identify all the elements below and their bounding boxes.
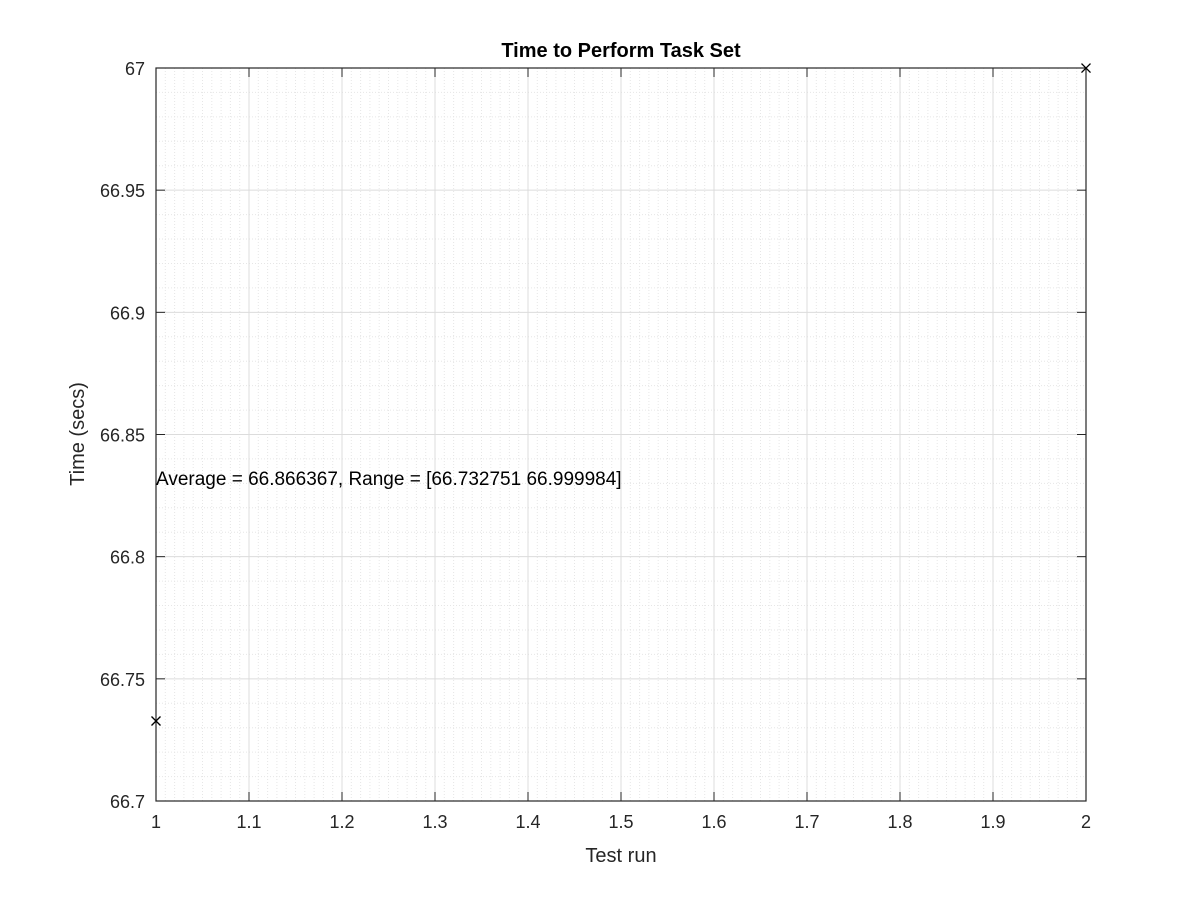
y-tick-label: 67 <box>125 59 145 79</box>
annotation-text: Average = 66.866367, Range = [66.732751 … <box>156 469 622 490</box>
x-tick-label: 1.2 <box>329 812 354 832</box>
y-tick-label: 66.85 <box>100 426 145 446</box>
chart-title: Time to Perform Task Set <box>501 40 741 62</box>
y-tick-label: 66.75 <box>100 670 145 690</box>
data-markers <box>151 63 1091 726</box>
x-axis-label: Test run <box>585 845 656 867</box>
x-tick-label: 1.6 <box>701 812 726 832</box>
y-tick-label: 66.95 <box>100 181 145 201</box>
data-point-marker <box>151 716 161 726</box>
y-tick-label: 66.7 <box>110 792 145 812</box>
y-tick-labels: 66.7 66.75 66.8 66.85 66.9 66.95 67 <box>100 59 145 812</box>
x-tick-label: 1.4 <box>515 812 540 832</box>
x-tick-label: 1.3 <box>422 812 447 832</box>
x-tick-labels: 1 1.1 1.2 1.3 1.4 1.5 1.6 1.7 1.8 1.9 2 <box>151 812 1091 832</box>
x-tick-label: 1.8 <box>887 812 912 832</box>
x-tick-label: 1.1 <box>236 812 261 832</box>
x-tick-label: 1 <box>151 812 161 832</box>
y-axis-label: Time (secs) <box>67 382 89 486</box>
tick-marks <box>155 67 1087 802</box>
marker-stroke <box>1081 63 1091 73</box>
x-tick-label: 1.7 <box>794 812 819 832</box>
y-tick-label: 66.8 <box>110 548 145 568</box>
data-point-marker <box>1081 63 1091 73</box>
marker-stroke <box>151 716 161 726</box>
x-tick-label: 2 <box>1081 812 1091 832</box>
x-tick-label: 1.5 <box>608 812 633 832</box>
y-tick-label: 66.9 <box>110 303 145 323</box>
x-tick-label: 1.9 <box>980 812 1005 832</box>
